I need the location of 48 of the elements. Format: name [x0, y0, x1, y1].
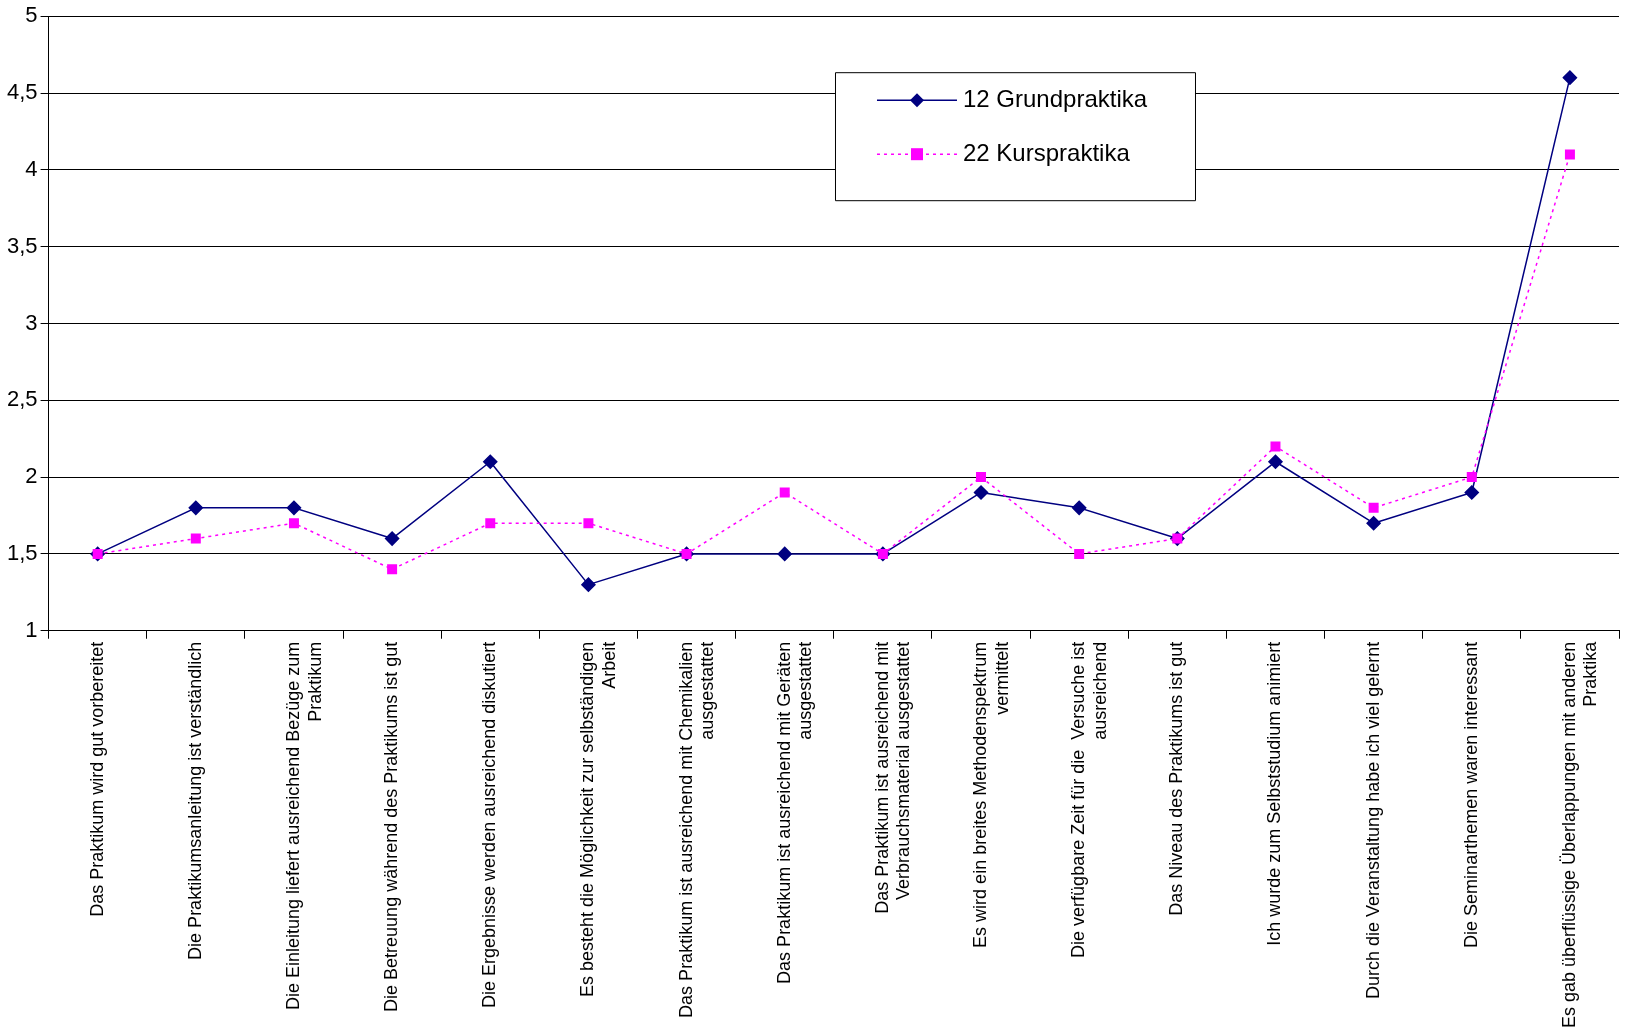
point [288, 518, 299, 529]
point [1366, 515, 1381, 531]
point [286, 500, 302, 516]
x-tick-label: Die Einleitung liefert ausreichend Bezüge zum Praktikum [282, 641, 325, 1010]
point [1466, 472, 1477, 483]
x-tick-label: Die Praktikumsanleitung ist verständlich [184, 641, 205, 960]
point [777, 546, 792, 562]
point [1074, 548, 1085, 559]
point [188, 500, 204, 516]
x-tick-label: Das Praktikum wird gut vorbereitet [86, 641, 107, 917]
point [779, 487, 790, 498]
x-tick-label: Die Betreuung während des Praktikums ist gut [381, 641, 402, 1012]
legend-label: 12 Grundpraktika [962, 84, 1148, 112]
x-tick-label: Das Niveau des Praktikums ist gut [1166, 641, 1187, 916]
y-tick-label: 3 [25, 309, 38, 335]
x-tick-label: Es gab überflüssige Überlappungen mit anderen Praktika [1558, 640, 1601, 1029]
point [1562, 70, 1578, 85]
y-tick-label: 3,5 [6, 232, 38, 258]
point [1564, 149, 1575, 160]
y-tick-label: 2 [25, 463, 38, 489]
x-tick-label: Ich wurde zum Selbststudium animiert [1264, 641, 1285, 946]
point [973, 485, 989, 500]
point [485, 518, 496, 529]
point [1268, 454, 1283, 469]
x-tick-label: Es besteht die Möglichkeit zur selbständigen Arbeit [577, 641, 619, 997]
y-tick-label: 4,5 [6, 79, 38, 105]
point [581, 577, 596, 592]
y-tick-label: 2,5 [6, 386, 38, 412]
x-tick-label: Durch die Veranstaltung habe ich viel gelernt [1362, 641, 1383, 999]
point [483, 454, 498, 469]
x-tick-label: Die Ergebnisse werden ausreichend diskutiert [479, 641, 500, 1008]
point [976, 472, 987, 483]
point [384, 531, 400, 546]
point [1270, 441, 1281, 452]
point [583, 518, 594, 529]
x-tick-label: Die Seminarthemen waren interessant [1460, 641, 1481, 948]
point [1368, 502, 1379, 513]
legend-label: 22 Kurspraktika [962, 138, 1131, 166]
point [190, 533, 201, 544]
y-tick-label: 5 [25, 2, 38, 28]
point [387, 564, 398, 575]
point [1464, 485, 1480, 500]
y-tick-label: 1,5 [6, 539, 38, 565]
x-tick-label: Es wird ein breites Methodenspektrum vermittelt [969, 641, 1012, 948]
x-tick-label: Das Praktikum ist ausreichend mit Chemikalien ausgestattet [675, 641, 718, 1018]
point [1071, 500, 1087, 516]
y-tick-label: 1 [25, 616, 38, 642]
y-tick-label: 4 [25, 155, 38, 181]
